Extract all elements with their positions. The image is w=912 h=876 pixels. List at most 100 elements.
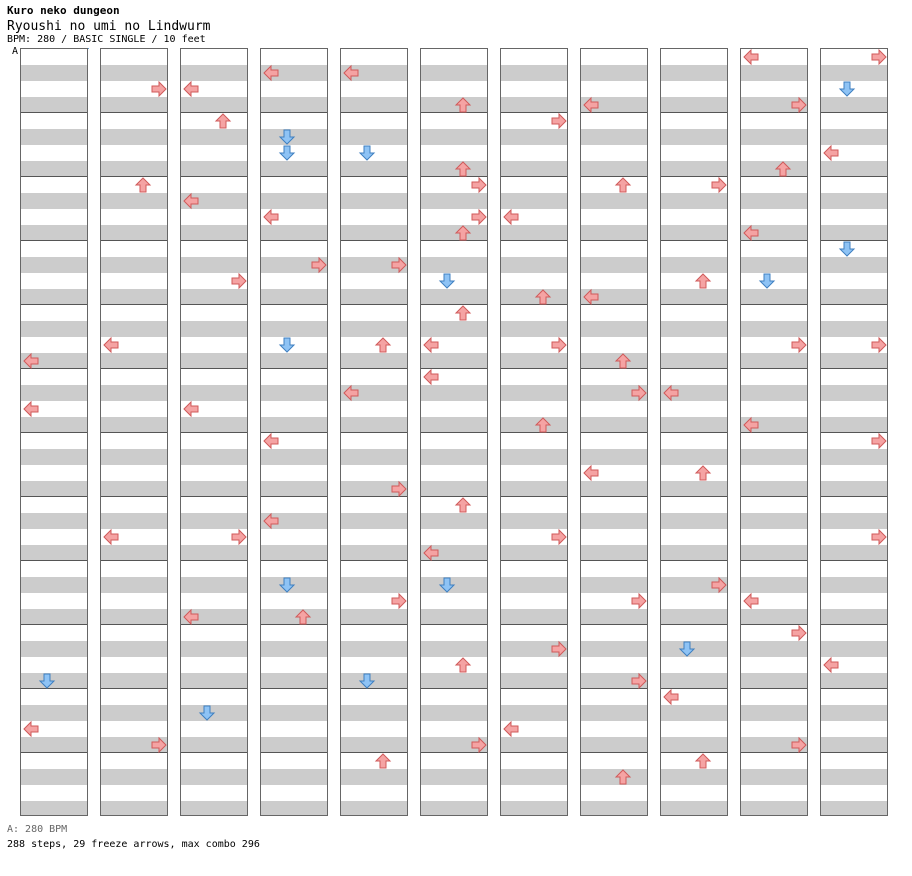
left-arrow-icon (663, 688, 679, 706)
measure-line (821, 688, 887, 689)
bpm-marker-label: A (12, 46, 19, 57)
left-arrow-icon (503, 720, 519, 738)
down-arrow-icon (438, 577, 456, 593)
arrow-layer (183, 80, 247, 721)
measure-line (261, 368, 327, 369)
measure-line (581, 432, 647, 433)
measure-line (101, 688, 167, 689)
chart-column (340, 48, 408, 816)
measure-line (101, 176, 167, 177)
measure-line (181, 560, 247, 561)
measure-line (261, 304, 327, 305)
left-arrow-icon (23, 720, 39, 738)
chart-info: BPM: 280 / BASIC SINGLE / 10 feet (7, 34, 206, 45)
chart-column (740, 48, 808, 816)
measure-line (341, 176, 407, 177)
left-arrow-icon (743, 224, 759, 242)
measure-line (501, 560, 567, 561)
measure-line (261, 624, 327, 625)
measure-line (501, 752, 567, 753)
measure-line (421, 560, 487, 561)
pack-title: Kuro neko dungeon (7, 4, 120, 17)
arrow-layer (343, 64, 407, 769)
measure-line (21, 432, 87, 433)
chart-column (180, 48, 248, 816)
measure-line (741, 432, 807, 433)
chart-column (420, 48, 488, 816)
measure-line (581, 496, 647, 497)
left-arrow-icon (263, 432, 279, 450)
right-arrow-icon (391, 480, 407, 498)
measure-line (741, 368, 807, 369)
measure-line (421, 752, 487, 753)
measure-line (21, 112, 87, 113)
measure-line (341, 752, 407, 753)
measure-line (581, 752, 647, 753)
down-arrow-icon (198, 705, 216, 721)
chart-column (500, 48, 568, 816)
up-arrow-icon (454, 657, 472, 673)
measure-line (421, 432, 487, 433)
up-arrow-icon (774, 161, 792, 177)
right-arrow-icon (471, 208, 487, 226)
measure-line (821, 752, 887, 753)
right-arrow-icon (471, 736, 487, 754)
measure-line (181, 624, 247, 625)
arrow-layer (823, 49, 887, 674)
measure-line (181, 496, 247, 497)
measure-line (661, 432, 727, 433)
left-arrow-icon (743, 49, 759, 66)
measure-line (501, 432, 567, 433)
right-arrow-icon (551, 528, 567, 546)
up-arrow-icon (214, 113, 232, 129)
up-arrow-icon (454, 225, 472, 241)
left-arrow-icon (663, 384, 679, 402)
right-arrow-icon (551, 112, 567, 130)
measure-line (821, 624, 887, 625)
measure-line (341, 624, 407, 625)
measure-line (821, 560, 887, 561)
up-arrow-icon (134, 177, 152, 193)
down-arrow-icon (38, 673, 56, 689)
measure-line (341, 240, 407, 241)
measure-line (741, 752, 807, 753)
measure-line (21, 304, 87, 305)
up-arrow-icon (694, 753, 712, 769)
measure-line (341, 112, 407, 113)
arrow-layer (743, 49, 807, 754)
measure-line (21, 688, 87, 689)
measure-line (821, 304, 887, 305)
measure-line (661, 176, 727, 177)
right-arrow-icon (151, 736, 167, 754)
left-arrow-icon (583, 464, 599, 482)
down-arrow-icon (678, 641, 696, 657)
arrow-layer (263, 64, 327, 625)
measure-line (661, 304, 727, 305)
right-arrow-icon (871, 49, 887, 66)
measure-line (101, 496, 167, 497)
measure-line (501, 496, 567, 497)
measure-line (181, 240, 247, 241)
measure-line (181, 432, 247, 433)
measure-line (341, 496, 407, 497)
measure-line (21, 624, 87, 625)
measure-line (21, 752, 87, 753)
arrow-layer (103, 80, 167, 754)
measure-line (21, 560, 87, 561)
measure-line (181, 688, 247, 689)
left-arrow-icon (103, 528, 119, 546)
left-arrow-icon (263, 64, 279, 82)
measure-line (261, 560, 327, 561)
left-arrow-icon (743, 416, 759, 434)
chart-column (260, 48, 328, 816)
measure-line (421, 240, 487, 241)
left-arrow-icon (183, 400, 199, 418)
down-arrow-icon (358, 673, 376, 689)
left-arrow-icon (263, 208, 279, 226)
measure-line (421, 368, 487, 369)
measure-line (741, 624, 807, 625)
arrow-layer (503, 112, 567, 738)
measure-line (501, 368, 567, 369)
measure-line (101, 432, 167, 433)
bpm-legend: A: 280 BPM (7, 824, 68, 835)
